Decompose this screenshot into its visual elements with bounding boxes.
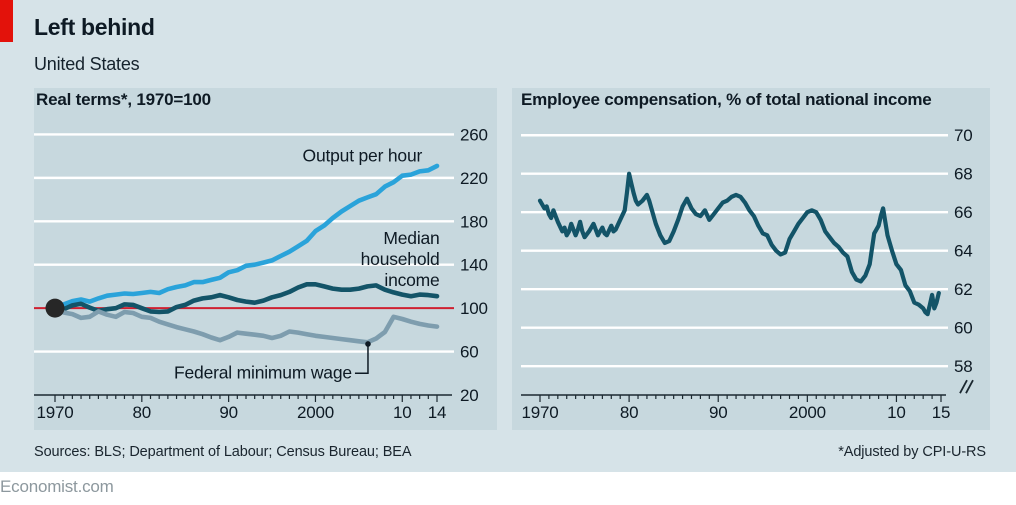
panel-real-terms: Real terms*, 1970=100 260 220 180 140 100 60 2…: [34, 88, 497, 430]
series-output-per-hour: [52, 163, 440, 311]
y-tick-label: 100: [460, 299, 488, 318]
page-subtitle: United States: [34, 54, 140, 74]
x-tick-label: 80: [620, 403, 639, 422]
sources-text: Sources: BLS; Department of Labour; Cens…: [34, 444, 412, 460]
series-median-household-income: [52, 282, 440, 315]
x-tick-label: 1970: [521, 403, 558, 422]
series-label: Output per hour: [303, 146, 423, 166]
y-tick-label: 62: [954, 280, 973, 299]
y-tick-label: 70: [954, 126, 973, 145]
y-tick-label: 180: [460, 212, 488, 231]
x-tick-label: 10: [393, 403, 412, 422]
series-employee-compensation: [537, 171, 941, 317]
chart-canvas: Left behind United States Real terms*, 1…: [0, 0, 1016, 472]
footnote-text: *Adjusted by CPI-U-RS: [838, 444, 986, 460]
economist-red-tab: [0, 0, 13, 42]
left-chart-title: Real terms*, 1970=100: [36, 90, 211, 109]
series-federal-minimum-wage: [52, 305, 440, 345]
y-tick-label: 260: [460, 125, 488, 144]
axis-break-icon: [959, 379, 974, 394]
annotation-connector-dot: [365, 341, 371, 347]
right-chart: 70 68 66 64 62 60 58 1970 80 90 2000 10 15: [521, 126, 974, 422]
page-title: Left behind: [34, 14, 155, 40]
x-tick-label: 10: [887, 403, 906, 422]
y-tick-label: 66: [954, 203, 973, 222]
series-label: Median household income: [361, 228, 440, 290]
x-tick-label: 90: [709, 403, 728, 422]
y-tick-label: 58: [954, 357, 973, 376]
economist-com-link[interactable]: Economist.com: [0, 477, 114, 496]
x-tick-label: 80: [133, 403, 152, 422]
y-tick-label: 60: [460, 343, 479, 362]
left-chart: 260 220 180 140 100 60 20 1970 80 90 2000 10 14 Outpu…: [34, 125, 488, 422]
x-tick-label: 14: [428, 403, 447, 422]
y-tick-label: 140: [460, 256, 488, 275]
series-label: Federal minimum wage: [174, 363, 352, 383]
x-tick-label: 90: [219, 403, 238, 422]
x-tick-label: 15: [932, 403, 951, 422]
y-tick-label: 20: [460, 386, 479, 405]
annotation-connector: [354, 343, 369, 375]
panel-employee-compensation: Employee compensation, % of total nation…: [512, 88, 990, 430]
y-tick-label: 64: [954, 242, 973, 261]
y-tick-label: 60: [954, 319, 973, 338]
x-tick-label: 1970: [36, 403, 73, 422]
y-tick-label: 220: [460, 169, 488, 188]
start-dot: [45, 298, 65, 318]
x-tick-label: 2000: [789, 403, 826, 422]
right-chart-title: Employee compensation, % of total nation…: [521, 90, 932, 109]
x-tick-label: 2000: [297, 403, 334, 422]
y-tick-label: 68: [954, 165, 973, 184]
